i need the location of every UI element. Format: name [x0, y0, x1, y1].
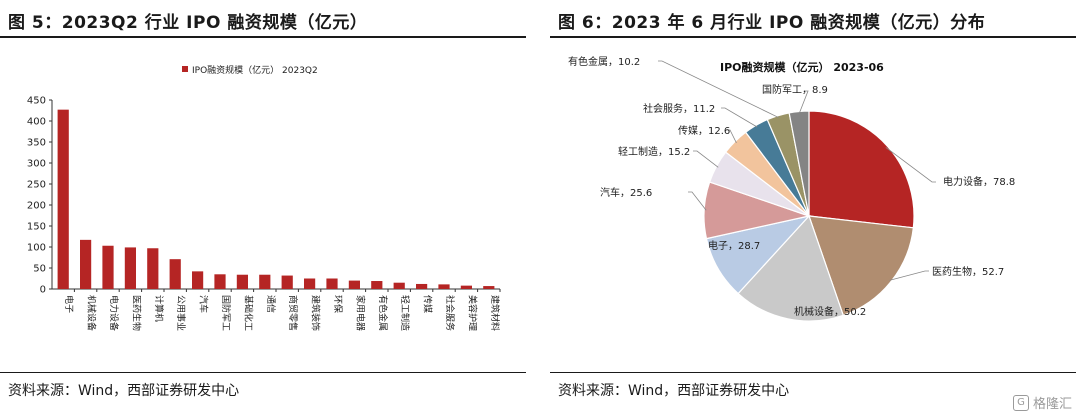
- bar: [460, 285, 472, 289]
- leader-line: [658, 60, 779, 118]
- leader-line: [721, 107, 758, 128]
- x-tick-label: 国防军工: [220, 295, 232, 331]
- x-tick-label: 电力设备: [108, 295, 120, 331]
- bar: [80, 239, 92, 289]
- x-tick-label: 医药生物: [130, 295, 142, 331]
- y-tick-label: 300: [27, 159, 46, 170]
- figure-5-source: 资料来源：Wind，西部证券研发中心: [8, 383, 240, 399]
- bar: [259, 274, 271, 289]
- x-tick-label: 建筑材料: [489, 295, 501, 331]
- x-tick-label: 传媒: [422, 295, 434, 313]
- x-tick-label: 电子: [63, 295, 75, 313]
- y-tick-label: 100: [27, 243, 46, 254]
- figure-6-panel: 图 6：2023 年 6 月行业 IPO 融资规模（亿元）分布 IPO融资规模（…: [550, 0, 1080, 418]
- x-tick-label: 轻工制造: [399, 295, 411, 331]
- leader-line: [889, 270, 929, 281]
- bar: [192, 271, 204, 289]
- bar: [169, 259, 181, 289]
- figure-5-title: 图 5：2023Q2 行业 IPO 融资规模（亿元）: [8, 13, 368, 33]
- slice-label: 有色金属，10.2: [568, 55, 640, 68]
- legend-label: IPO融资规模（亿元） 2023Q2: [192, 64, 318, 76]
- bar-chart: IPO融资规模（亿元） 2023Q2 0 50 100 150 200 250 300 350 4…: [27, 64, 501, 331]
- y-tick-label: 200: [27, 201, 46, 212]
- x-tick-label: 基础化工: [242, 295, 254, 331]
- x-tick-label: 美容护理: [466, 295, 478, 331]
- y-tick-label: 150: [27, 222, 46, 233]
- bar: [326, 278, 338, 289]
- x-tick-label: 计算机: [153, 295, 165, 322]
- slice-label: 国防军工，8.9: [762, 83, 828, 96]
- x-tick-label: 环保: [332, 295, 344, 313]
- slice-label: 医药生物，52.7: [932, 265, 1004, 278]
- bar: [348, 280, 360, 289]
- source-rule: [0, 372, 526, 373]
- bar: [483, 286, 495, 289]
- bar: [124, 247, 136, 289]
- x-tick-label: 有色金属: [377, 295, 389, 331]
- bar: [438, 284, 450, 289]
- bar: [304, 278, 316, 289]
- legend-swatch: [182, 66, 188, 72]
- source-rule: [550, 372, 1076, 373]
- watermark-logo-icon: G: [1012, 394, 1029, 411]
- watermark: G 格隆汇: [1012, 393, 1072, 412]
- bar: [147, 248, 159, 289]
- x-tick-label: 社会服务: [444, 295, 456, 331]
- slice-label: 机械设备，50.2: [794, 305, 866, 318]
- x-tick-label: 家用电器: [354, 295, 366, 331]
- bar: [57, 109, 69, 289]
- y-tick-label: 50: [33, 264, 46, 275]
- slice-label: 电子，28.7: [708, 239, 760, 252]
- leader-line: [688, 191, 707, 211]
- watermark-text: 格隆汇: [1032, 397, 1072, 412]
- x-tick-label: 商贸零售: [287, 295, 299, 331]
- leader-line: [693, 150, 719, 168]
- slice-label: 社会服务，11.2: [643, 102, 715, 115]
- x-tick-label: 汽车: [198, 295, 210, 313]
- x-tick-label: 公用事业: [175, 295, 187, 331]
- pie-slice: [737, 214, 845, 322]
- x-tick-label: 建筑装饰: [310, 295, 322, 331]
- y-tick-label: 450: [27, 96, 46, 107]
- y-tick-label: 400: [27, 117, 46, 128]
- y-tick-label: 0: [40, 285, 46, 296]
- figure-6-source: 资料来源：Wind，西部证券研发中心: [558, 383, 790, 399]
- slice-label: 传媒，12.6: [678, 125, 730, 137]
- figure-5-panel: 图 5：2023Q2 行业 IPO 融资规模（亿元） IPO融资规模（亿元） 2…: [0, 0, 530, 418]
- y-tick-label: 350: [27, 138, 46, 149]
- legend: IPO融资规模（亿元） 2023Q2: [182, 64, 318, 76]
- bar: [371, 281, 383, 289]
- leader-line: [726, 129, 737, 144]
- pie-title: IPO融资规模（亿元） 2023-06: [720, 60, 884, 74]
- pie-slice: [788, 110, 810, 217]
- bar: [393, 282, 405, 289]
- bar: [102, 245, 114, 289]
- slice-label: 轻工制造，15.2: [618, 145, 690, 158]
- title-rule: [0, 36, 526, 38]
- pie-slice: [808, 110, 915, 229]
- pie-chart: IPO融资规模（亿元） 2023-06 电力设备，78.8 医药生物，52.7 机械设…: [568, 55, 1015, 322]
- title-rule: [550, 36, 1076, 38]
- x-tick-label: 机械设备: [86, 295, 98, 331]
- x-tick-label: 通信: [265, 295, 277, 313]
- bar: [236, 274, 248, 289]
- leader-line: [798, 90, 809, 114]
- bar: [416, 283, 428, 289]
- leader-line: [885, 147, 936, 183]
- slice-label: 电力设备，78.8: [943, 175, 1015, 188]
- slice-label: 汽车，25.6: [600, 186, 652, 199]
- bar: [214, 274, 226, 289]
- bar: [281, 275, 293, 289]
- y-tick-label: 250: [27, 180, 46, 191]
- figure-6-title: 图 6：2023 年 6 月行业 IPO 融资规模（亿元）分布: [558, 13, 986, 33]
